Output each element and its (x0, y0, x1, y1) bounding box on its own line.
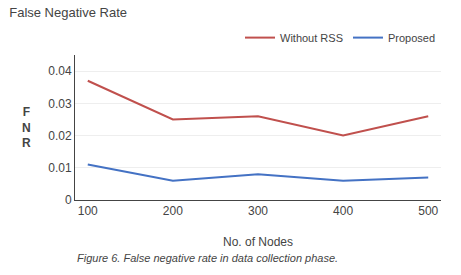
svg-text:500: 500 (418, 204, 438, 218)
svg-text:0.01: 0.01 (48, 161, 72, 175)
svg-text:FNR: FNR (22, 105, 31, 150)
svg-text:False Negative Rate: False Negative Rate (9, 5, 127, 20)
svg-text:100: 100 (78, 204, 98, 218)
svg-text:Without RSS: Without RSS (280, 32, 343, 44)
svg-text:0.04: 0.04 (48, 64, 72, 78)
svg-text:200: 200 (163, 204, 183, 218)
svg-text:0: 0 (65, 193, 72, 207)
svg-text:No. of Nodes: No. of Nodes (223, 235, 293, 249)
svg-text:0.02: 0.02 (48, 129, 72, 143)
svg-text:400: 400 (333, 204, 353, 218)
svg-text:300: 300 (248, 204, 268, 218)
svg-text:Proposed: Proposed (388, 32, 435, 44)
svg-text:Figure 6. False negative rate: Figure 6. False negative rate in data co… (77, 252, 338, 264)
svg-text:0.03: 0.03 (48, 97, 72, 111)
